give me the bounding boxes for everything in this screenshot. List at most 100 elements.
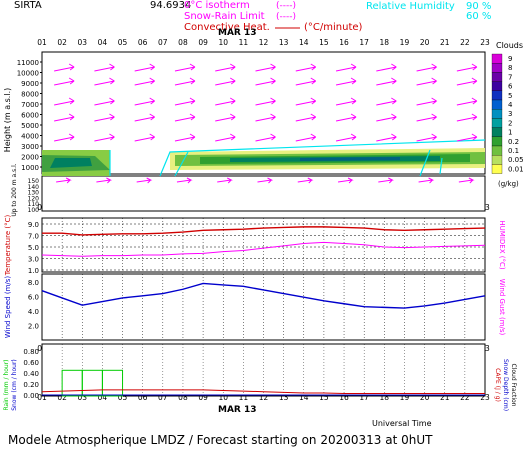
low-height-axis-label: Up to 200 m a.s.l. xyxy=(11,163,18,216)
height-tick-1000: 1000 xyxy=(21,164,39,172)
wind-tick-6.0: 6.0 xyxy=(28,294,39,302)
wind-arrow xyxy=(134,97,155,106)
temp-tick-3.0: 3.0 xyxy=(28,256,39,264)
forecast-title: Modele Atmospherique LMDZ / Forecast sta… xyxy=(8,433,433,447)
hour-row-4-tick-14: 14 xyxy=(299,393,309,402)
colorbar-tick-2: 2 xyxy=(508,119,512,127)
hour-row-4-tick-23: 23 xyxy=(480,393,490,402)
wind-arrow xyxy=(134,133,155,142)
wind-axis-label: Wind Speed (m/s) xyxy=(4,276,12,339)
hour-row-1-tick-20: 20 xyxy=(420,38,430,47)
colorbar-swatch xyxy=(491,118,503,128)
low-level-frame xyxy=(41,175,486,212)
wind-arrow xyxy=(416,63,437,72)
legend-rh-90: 90 % xyxy=(466,1,491,12)
hour-row-4-tick-18: 18 xyxy=(380,393,390,402)
humidex-line xyxy=(41,241,486,257)
colorbar-swatch xyxy=(491,164,503,174)
colorbar-title: Clouds xyxy=(496,41,523,50)
wind-arrow xyxy=(295,63,317,72)
wind-arrow xyxy=(376,113,397,122)
legend-rh-60: 60 % xyxy=(466,11,491,22)
wind-arrow xyxy=(335,113,357,122)
hour-row-1-tick-13: 13 xyxy=(279,38,289,47)
wind-arrow xyxy=(376,133,397,142)
wind-tick-2.0: 2.0 xyxy=(28,323,39,331)
hour-row-4-tick-15: 15 xyxy=(319,393,329,402)
cloudfrac-axis-label: Cloud Fraction xyxy=(510,364,517,407)
colorbar-swatch xyxy=(491,109,503,119)
hour-row-1-tick-16: 16 xyxy=(339,38,349,47)
hour-row-1-tick-02: 02 xyxy=(57,38,67,47)
hour-row-1-tick-10: 10 xyxy=(218,38,228,47)
wind-arrow xyxy=(255,97,276,106)
colorbar-swatch xyxy=(491,99,503,110)
site-name: SIRTA xyxy=(14,0,42,11)
wind-arrow xyxy=(335,97,357,106)
temp-tick-9.0: 9.0 xyxy=(28,221,39,229)
wind-arrow xyxy=(456,77,478,86)
cloud-layer-c xyxy=(50,158,92,168)
wind-arrow xyxy=(174,113,196,122)
wind-arrow xyxy=(335,63,357,72)
height-tick-3000: 3000 xyxy=(21,143,39,151)
date-label-top: MAR 13 xyxy=(218,28,257,38)
colorbar-swatch xyxy=(491,72,503,82)
wind-arrow xyxy=(215,63,236,72)
colorbar-tick-1: 1 xyxy=(508,129,512,137)
wind-arrow xyxy=(255,133,276,142)
colorbar-tick-0.01: 0.01 xyxy=(508,165,524,173)
colorbar-tick-3: 3 xyxy=(508,110,512,118)
hour-row-1-tick-17: 17 xyxy=(359,38,369,47)
coordinate-readout: 94.6934 xyxy=(150,0,191,11)
colorbar-tick-0.1: 0.1 xyxy=(508,147,519,155)
colorbar-swatch xyxy=(491,127,503,137)
wind-arrow xyxy=(54,97,75,106)
wind-arrow xyxy=(54,113,75,122)
wind-arrow xyxy=(255,113,276,122)
wind-arrow xyxy=(94,63,115,72)
colorbar-swatch xyxy=(491,81,503,91)
colorbar-tick-6: 6 xyxy=(508,83,513,91)
hour-row-4-tick-19: 19 xyxy=(400,393,410,402)
wind-arrow xyxy=(54,63,75,72)
hour-row-1-tick-15: 15 xyxy=(319,38,329,47)
hour-row-4-tick-16: 16 xyxy=(339,393,349,402)
wind-arrow xyxy=(376,77,397,86)
hour-row-4-tick-20: 20 xyxy=(420,393,430,402)
hour-row-4-tick-06: 06 xyxy=(138,393,148,402)
cape-axis-label: CAPE (J / g) xyxy=(494,368,501,402)
low-height-tick-150: 150 xyxy=(28,178,40,185)
wind-arrow xyxy=(94,133,115,142)
rh-contour-90 xyxy=(109,139,486,177)
legend-0c-isotherm: 0°C isotherm xyxy=(184,0,250,11)
wind-arrow xyxy=(416,113,437,122)
wind-arrow xyxy=(295,77,317,86)
hour-row-1-tick-04: 04 xyxy=(98,38,108,47)
height-tick-7000: 7000 xyxy=(21,101,39,109)
wind-arrow xyxy=(174,133,196,142)
humidex-axis-label: HUMIDEX (°C) xyxy=(498,220,506,269)
wind-arrow xyxy=(215,97,236,106)
wind-arrow xyxy=(416,133,437,142)
colorbar-swatch xyxy=(491,136,503,147)
date-label-bottom: MAR 13 xyxy=(218,405,257,415)
wind-arrow xyxy=(134,77,155,86)
low-height-tick-140: 140 xyxy=(28,184,40,191)
low-wind-arrow xyxy=(297,177,314,184)
wind-arrow xyxy=(456,133,478,142)
colorbar-swatch xyxy=(491,63,503,73)
height-tick-10000: 10000 xyxy=(17,70,39,78)
wind-arrow xyxy=(94,97,115,106)
low-wind-arrow xyxy=(136,177,153,184)
wind-arrow xyxy=(335,133,357,142)
hour-row-4-tick-01: 01 xyxy=(37,393,47,402)
hour-row-1-tick-03: 03 xyxy=(77,38,87,47)
colorbar-tick-7: 7 xyxy=(508,73,512,81)
hour-row-1-tick-11: 11 xyxy=(239,38,249,47)
wind-arrow xyxy=(376,63,397,72)
colorbar-unit: (g/kg) xyxy=(498,180,519,188)
rain-axis-label: Rain (mm / hour) xyxy=(3,359,10,410)
